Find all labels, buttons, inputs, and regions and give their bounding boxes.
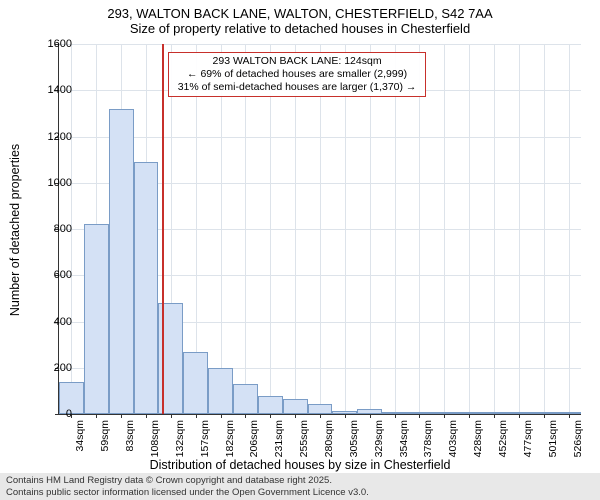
xtick-mark [519, 414, 520, 418]
ytick-label: 200 [32, 362, 72, 374]
xtick-mark [444, 414, 445, 418]
gridline-v [469, 44, 470, 414]
ytick-label: 1600 [32, 38, 72, 50]
footer-line1: Contains HM Land Registry data © Crown c… [6, 475, 594, 486]
ytick-label: 400 [32, 316, 72, 328]
gridline-v [419, 44, 420, 414]
xtick-label: 403sqm [447, 420, 459, 457]
gridline-v [320, 44, 321, 414]
gridline-v [270, 44, 271, 414]
chart-area: 293 WALTON BACK LANE: 124sqm← 69% of det… [58, 44, 580, 414]
xtick-label: 206sqm [248, 420, 260, 457]
marker-line [162, 44, 164, 414]
footer: Contains HM Land Registry data © Crown c… [0, 473, 600, 500]
xtick-mark [544, 414, 545, 418]
xtick-label: 305sqm [348, 420, 360, 457]
histogram-bar [183, 352, 208, 414]
ytick-label: 1000 [32, 177, 72, 189]
histogram-bar [308, 404, 333, 414]
xtick-mark [569, 414, 570, 418]
ytick-label: 800 [32, 223, 72, 235]
xtick-mark [96, 414, 97, 418]
gridline-v [519, 44, 520, 414]
xtick-label: 83sqm [124, 420, 136, 452]
gridline-v [245, 44, 246, 414]
annotation-box: 293 WALTON BACK LANE: 124sqm← 69% of det… [168, 52, 426, 97]
histogram-bar [134, 162, 159, 414]
xtick-mark [146, 414, 147, 418]
xtick-mark [270, 414, 271, 418]
histogram-bar [109, 109, 134, 414]
plot-area: 293 WALTON BACK LANE: 124sqm← 69% of det… [58, 44, 581, 415]
xtick-label: 132sqm [174, 420, 186, 457]
gridline-v [544, 44, 545, 414]
xtick-label: 452sqm [497, 420, 509, 457]
histogram-bar [283, 399, 308, 414]
gridline-v [395, 44, 396, 414]
xtick-label: 157sqm [199, 420, 211, 457]
title-block: 293, WALTON BACK LANE, WALTON, CHESTERFI… [0, 0, 600, 36]
gridline-v [221, 44, 222, 414]
xtick-mark [196, 414, 197, 418]
ytick-label: 0 [32, 408, 72, 420]
xtick-label: 108sqm [149, 420, 161, 457]
xtick-mark [469, 414, 470, 418]
xtick-mark [245, 414, 246, 418]
title-line1: 293, WALTON BACK LANE, WALTON, CHESTERFI… [0, 6, 600, 21]
annotation-line1: ← 69% of detached houses are smaller (2,… [173, 68, 421, 81]
chart-container: 293, WALTON BACK LANE, WALTON, CHESTERFI… [0, 0, 600, 500]
x-axis-label: Distribution of detached houses by size … [0, 458, 600, 472]
xtick-mark [494, 414, 495, 418]
gridline-v [494, 44, 495, 414]
histogram-bar [208, 368, 233, 414]
histogram-bar [233, 384, 258, 414]
ytick-label: 1400 [32, 84, 72, 96]
xtick-mark [295, 414, 296, 418]
xtick-mark [171, 414, 172, 418]
xtick-label: 280sqm [323, 420, 335, 457]
annotation-heading: 293 WALTON BACK LANE: 124sqm [173, 55, 421, 68]
xtick-mark [121, 414, 122, 418]
xtick-label: 428sqm [472, 420, 484, 457]
xtick-label: 378sqm [422, 420, 434, 457]
xtick-mark [320, 414, 321, 418]
xtick-label: 182sqm [224, 420, 236, 457]
annotation-line2: 31% of semi-detached houses are larger (… [173, 81, 421, 94]
xtick-label: 477sqm [522, 420, 534, 457]
xtick-mark [345, 414, 346, 418]
footer-line2: Contains public sector information licen… [6, 487, 594, 498]
xtick-label: 501sqm [547, 420, 559, 457]
ytick-label: 1200 [32, 131, 72, 143]
xtick-mark [419, 414, 420, 418]
gridline-v [295, 44, 296, 414]
xtick-label: 231sqm [273, 420, 285, 457]
gridline-v [569, 44, 570, 414]
histogram-bar [84, 224, 109, 414]
xtick-label: 34sqm [74, 420, 86, 452]
y-axis-label: Number of detached properties [8, 144, 22, 316]
xtick-label: 255sqm [298, 420, 310, 457]
xtick-mark [370, 414, 371, 418]
title-line2: Size of property relative to detached ho… [0, 21, 600, 36]
xtick-mark [221, 414, 222, 418]
ytick-label: 600 [32, 269, 72, 281]
xtick-label: 354sqm [398, 420, 410, 457]
xtick-label: 329sqm [373, 420, 385, 457]
gridline-v [345, 44, 346, 414]
xtick-label: 526sqm [572, 420, 584, 457]
xtick-label: 59sqm [99, 420, 111, 452]
histogram-bar [258, 396, 283, 415]
xtick-mark [395, 414, 396, 418]
gridline-v [370, 44, 371, 414]
gridline-v [444, 44, 445, 414]
